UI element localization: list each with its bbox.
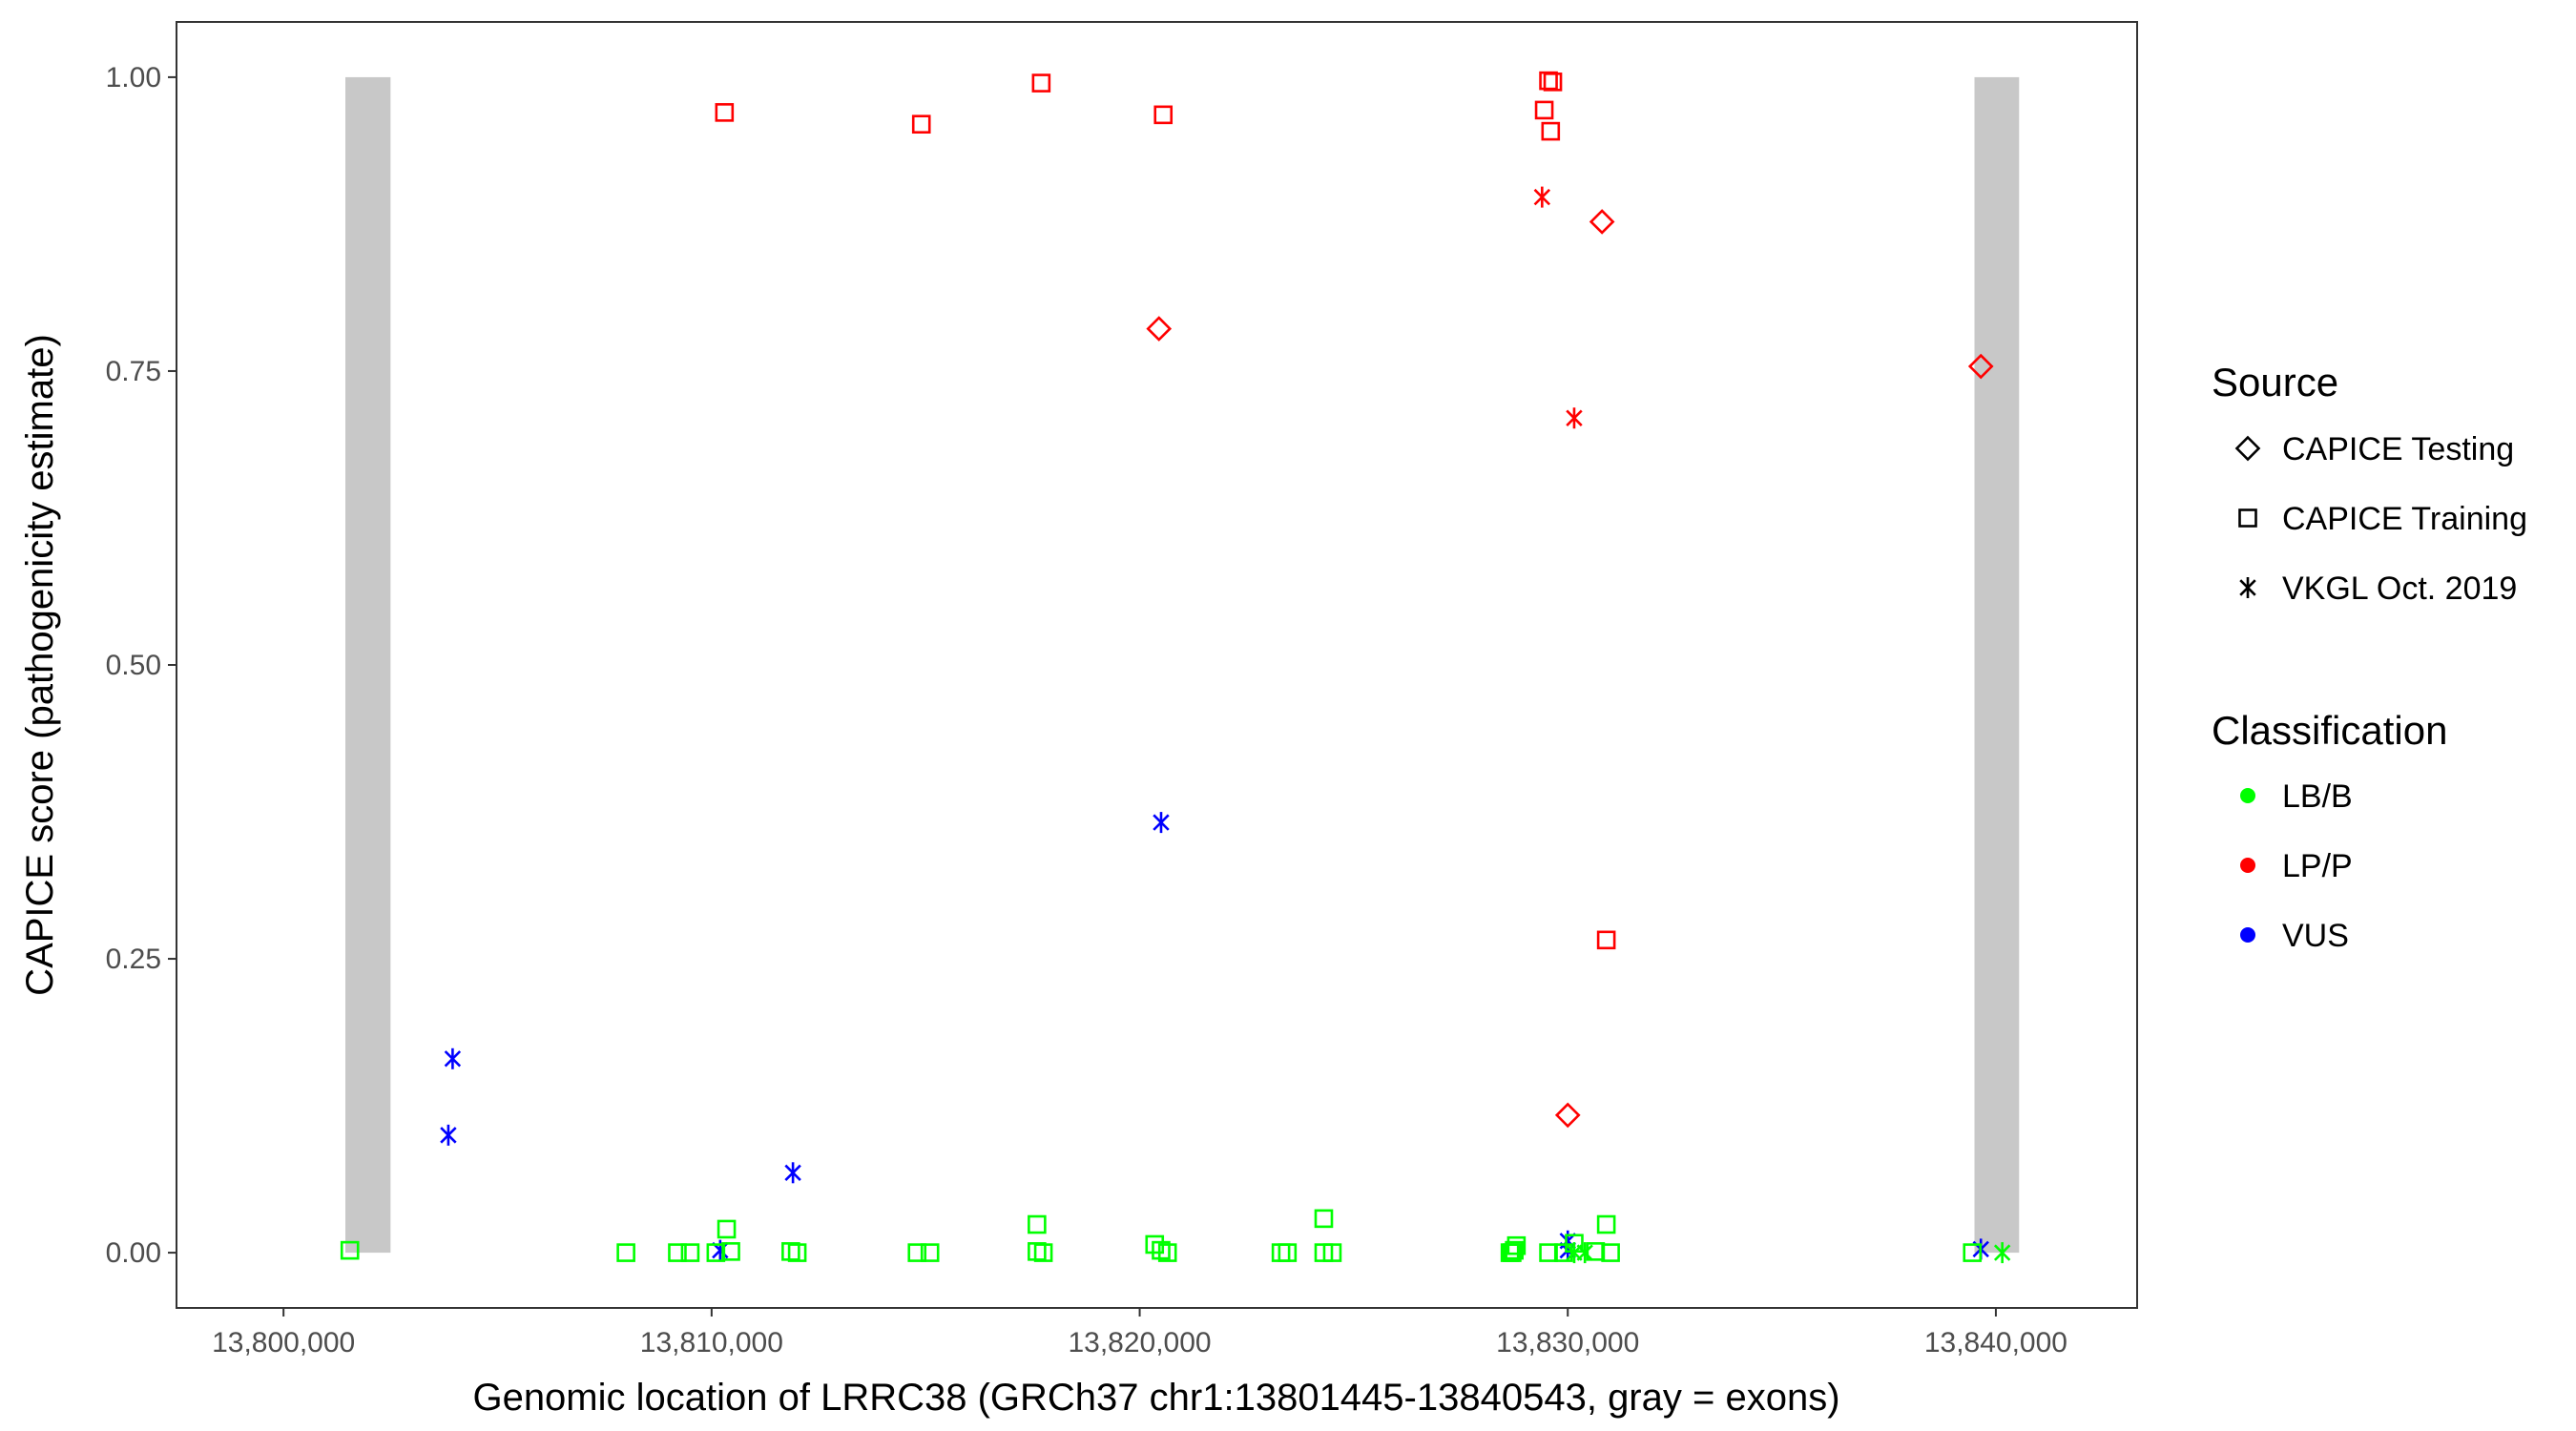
point-square-lpp — [911, 114, 931, 134]
point-square-lbb — [1278, 1243, 1298, 1262]
legend-classification-label: LP/P — [2282, 848, 2353, 884]
x-axis-title: Genomic location of LRRC38 (GRCh37 chr1:… — [472, 1377, 1839, 1419]
exon-bar — [345, 76, 391, 1254]
point-square-lpp — [1541, 121, 1561, 141]
x-tick-label: 13,840,000 — [1924, 1327, 2067, 1358]
point-asterisk-vus — [784, 1162, 801, 1184]
legend-classification-title: Classification — [2212, 708, 2447, 753]
legend-source-label: VKGL Oct. 2019 — [2282, 570, 2517, 607]
point-square-lpp — [1596, 930, 1616, 950]
y-tick-label: 0.00 — [106, 1237, 161, 1269]
point-diamond-lpp — [1554, 1102, 1581, 1129]
legend-key-diamond — [2234, 435, 2261, 462]
point-square-lpp — [1543, 73, 1563, 92]
point-square-lbb — [1505, 1240, 1524, 1260]
point-square-lpp — [1534, 100, 1554, 120]
x-tick-label: 13,810,000 — [640, 1327, 783, 1358]
point-square-lbb — [1601, 1243, 1620, 1262]
x-tick-label: 13,800,000 — [212, 1327, 355, 1358]
point-square-lbb — [1963, 1243, 1983, 1262]
point-square-lbb — [1322, 1243, 1342, 1262]
legend-classification-items: LB/B LP/P VUS — [2240, 778, 2353, 954]
x-tick-label: 13,820,000 — [1068, 1327, 1211, 1358]
point-asterisk-lpp — [1566, 407, 1583, 429]
point-square-lbb — [1596, 1214, 1616, 1234]
point-square-lbb — [1033, 1243, 1053, 1262]
y-tick-label: 1.00 — [106, 62, 161, 93]
point-diamond-lpp — [1146, 316, 1173, 342]
point-square-lbb — [920, 1243, 940, 1262]
legend-key-dot — [2240, 927, 2255, 943]
point-square-lbb — [1028, 1214, 1047, 1234]
point-square-lbb — [1553, 1243, 1573, 1262]
legend-classification-label: VUS — [2282, 918, 2349, 954]
exon-layer — [345, 76, 2020, 1254]
legend-key-asterisk — [2239, 577, 2256, 598]
point-square-lpp — [1031, 73, 1051, 93]
legend-classification-label: LB/B — [2282, 778, 2353, 815]
point-asterisk-lpp — [1533, 186, 1551, 208]
point-square-lbb — [717, 1219, 737, 1239]
x-axis: 13,800,000 13,810,000 13,820,000 13,830,000… — [212, 1308, 2067, 1358]
point-square-lbb — [1314, 1209, 1334, 1229]
legend-source-title: Source — [2212, 360, 2338, 404]
point-square-lbb — [787, 1243, 807, 1262]
point-asterisk-vus — [1153, 812, 1170, 834]
point-square-lbb — [721, 1242, 740, 1261]
point-square-lbb — [340, 1240, 360, 1260]
point-square-lpp — [715, 103, 735, 122]
legend-key-dot — [2240, 858, 2255, 873]
point-square-lbb — [680, 1243, 700, 1262]
point-diamond-lpp — [1967, 353, 1994, 380]
point-asterisk-lbb — [1993, 1242, 2011, 1264]
legend-source-label: CAPICE Testing — [2282, 431, 2514, 467]
exon-bar — [1974, 76, 2020, 1254]
point-square-lbb — [1152, 1240, 1171, 1260]
y-axis: 0.00 0.25 0.50 0.75 1.00 — [106, 62, 177, 1269]
point-square-lbb — [907, 1243, 927, 1262]
legend-source-items: CAPICE Testing CAPICE Training VKGL Oct. 2… — [2234, 431, 2527, 607]
point-square-lbb — [1503, 1243, 1522, 1262]
point-asterisk-lbb — [1576, 1242, 1593, 1264]
point-asterisk-vus — [444, 1047, 462, 1069]
legend-source-label: CAPICE Training — [2282, 501, 2527, 537]
point-square-lbb — [668, 1243, 687, 1262]
x-tick-label: 13,830,000 — [1496, 1327, 1639, 1358]
y-axis-title: CAPICE score (pathogenicity estimate) — [19, 334, 61, 996]
y-tick-label: 0.25 — [106, 944, 161, 975]
point-square-lpp — [1153, 105, 1174, 125]
y-tick-label: 0.50 — [106, 650, 161, 681]
legend-key-dot — [2240, 788, 2255, 803]
point-asterisk-vus — [440, 1124, 457, 1146]
points-layer — [340, 71, 2011, 1264]
point-square-lbb — [616, 1243, 635, 1262]
point-diamond-lpp — [1589, 209, 1615, 235]
legend-key-square — [2238, 508, 2257, 528]
y-tick-label: 0.75 — [106, 356, 161, 387]
point-square-lbb — [1157, 1243, 1177, 1262]
legend: Source CAPICE Testing CAPICE Training VKGL… — [2212, 360, 2527, 954]
